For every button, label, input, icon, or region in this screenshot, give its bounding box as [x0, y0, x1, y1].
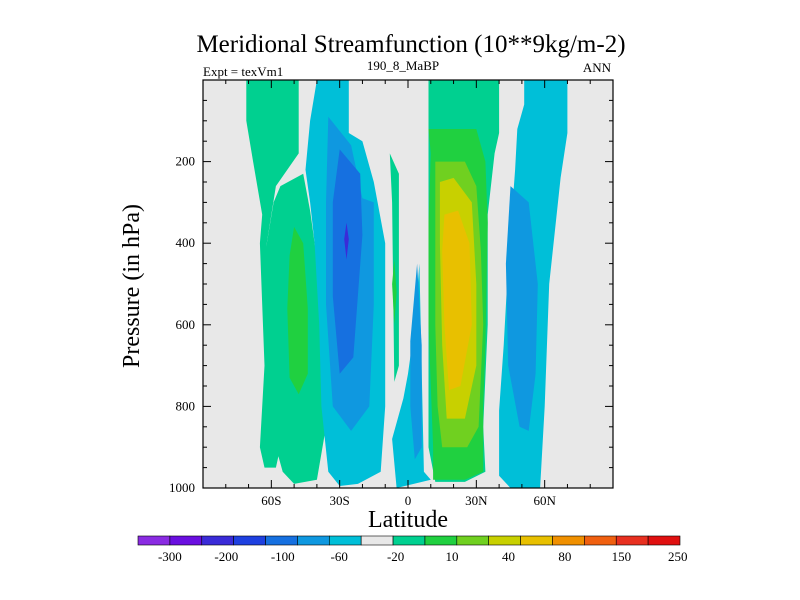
- contour-region-0: [246, 80, 299, 468]
- colorbar-swatch: [360, 535, 394, 546]
- colorbar-swatch: [201, 535, 234, 546]
- center-string: 190_8_MaBP: [367, 58, 439, 73]
- right-string: ANN: [583, 60, 612, 75]
- x-tick-label: 60N: [533, 493, 556, 508]
- colorbar-label: -100: [271, 549, 295, 564]
- colorbar: -300 -200 -100 -60 -20 10 40 80 150 250: [137, 535, 688, 564]
- x-tick-label: 60S: [261, 493, 281, 508]
- y-tick-label: 400: [176, 235, 196, 250]
- colorbar-swatch: [328, 535, 362, 546]
- chart-title: Meridional Streamfunction (10**9kg/m-2): [196, 31, 625, 58]
- colorbar-swatch: [392, 535, 426, 546]
- contour-regions: [246, 80, 568, 488]
- contour-region-10: [410, 263, 422, 460]
- contour-region-17: [505, 186, 538, 431]
- y-axis-label: Pressure (in hPa): [119, 204, 145, 368]
- colorbar-label: 40: [502, 549, 515, 564]
- colorbar-swatch: [647, 535, 681, 546]
- colorbar-swatch: [584, 535, 617, 546]
- contour-region-8: [392, 259, 397, 325]
- colorbar-swatch: [456, 535, 490, 546]
- y-tick-label: 1000: [169, 480, 195, 495]
- colorbar-label: -200: [214, 549, 238, 564]
- colorbar-label: 150: [612, 549, 632, 564]
- left-string: Expt = texVm1: [203, 64, 283, 79]
- x-tick-label: 30S: [330, 493, 350, 508]
- y-tick-label: 200: [176, 154, 196, 169]
- y-axis: 200 400 600 800 1000: [169, 99, 613, 495]
- colorbar-swatch: [552, 535, 585, 546]
- colorbar-label: -20: [387, 549, 404, 564]
- colorbar-label: 250: [668, 549, 688, 564]
- colorbar-label: -300: [158, 549, 182, 564]
- x-axis: 60S 30S 0 30N 60N: [202, 80, 614, 508]
- colorbar-swatch: [520, 535, 553, 546]
- colorbar-swatch: [137, 535, 171, 546]
- x-tick-label: 0: [405, 493, 412, 508]
- contour-region-5: [332, 149, 363, 374]
- colorbar-swatch: [615, 535, 649, 546]
- colorbar-swatch: [488, 535, 521, 546]
- colorbar-swatch: [297, 535, 330, 546]
- colorbar-label: -60: [331, 549, 348, 564]
- colorbar-swatch: [169, 535, 203, 546]
- x-tick-label: 30N: [465, 493, 488, 508]
- colorbar-label: 80: [558, 549, 571, 564]
- x-axis-label: Latitude: [368, 507, 448, 533]
- colorbar-swatch: [233, 535, 266, 546]
- contour-region-6: [344, 222, 349, 260]
- contour-region-2: [287, 226, 308, 395]
- y-tick-label: 800: [176, 398, 196, 413]
- colorbar-label: 10: [446, 549, 459, 564]
- y-tick-label: 600: [176, 317, 196, 332]
- contour-region-15: [442, 210, 472, 391]
- colorbar-swatch: [424, 535, 458, 546]
- colorbar-swatch: [265, 535, 298, 546]
